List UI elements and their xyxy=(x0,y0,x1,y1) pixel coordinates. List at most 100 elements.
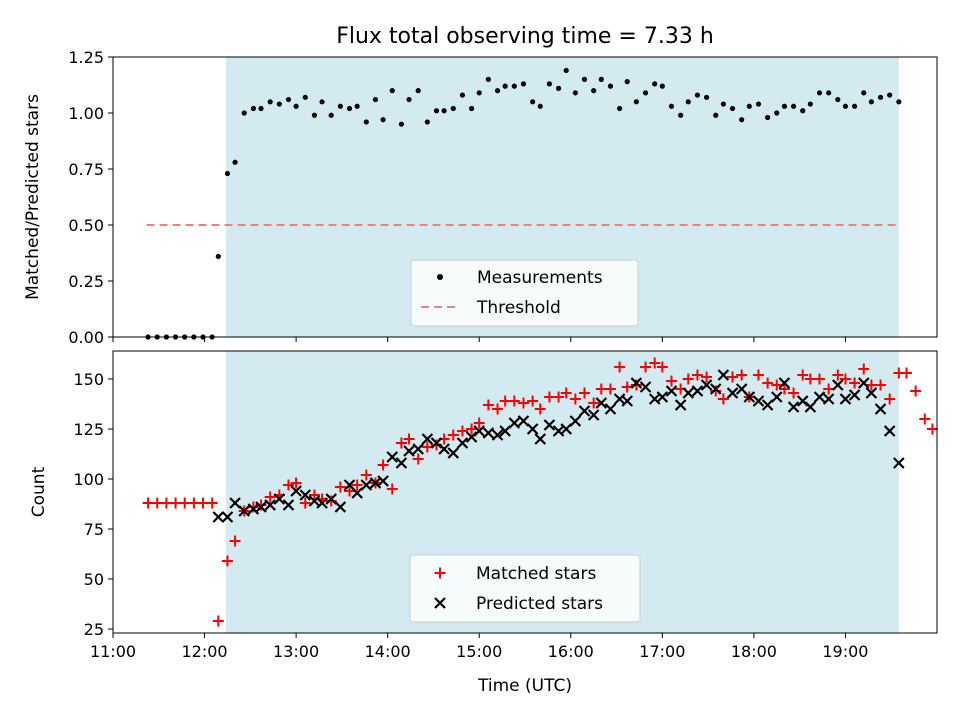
predicted-star-point xyxy=(822,393,835,405)
legend-measurements-label: Measurements xyxy=(477,268,603,288)
predicted-star-point xyxy=(700,379,713,391)
predicted-star-point xyxy=(709,383,722,395)
measurement-point xyxy=(389,88,395,94)
predicted-star-point xyxy=(325,493,337,505)
matched-star-point xyxy=(665,375,677,387)
measurement-point xyxy=(398,121,404,127)
predicted-star-point xyxy=(360,479,373,491)
matched-star-point xyxy=(412,453,424,465)
matched-star-point xyxy=(630,379,642,391)
measurement-point xyxy=(215,253,221,259)
measurement-point xyxy=(755,101,762,107)
matched-star-point xyxy=(308,489,320,501)
measurement-point xyxy=(668,103,675,109)
measurement-point xyxy=(258,105,264,112)
x-tick-label: 13:00 xyxy=(273,642,319,661)
matched-star-point xyxy=(299,497,311,509)
predicted-star-point xyxy=(351,487,363,499)
matched-star-point xyxy=(736,369,748,381)
measurement-point xyxy=(241,110,247,116)
predicted-star-point xyxy=(874,403,887,415)
measurement-point xyxy=(816,90,823,96)
predicted-star-point xyxy=(595,397,608,409)
matched-star-point xyxy=(377,459,389,471)
predicted-star-point xyxy=(717,369,730,381)
predicted-star-point xyxy=(491,429,504,441)
legend-matched-marker xyxy=(434,567,446,579)
matched-star-point xyxy=(221,555,233,567)
matched-star-point xyxy=(403,433,415,445)
measurement-point xyxy=(502,83,508,89)
measurement-point xyxy=(406,96,412,103)
predicted-star-point xyxy=(264,499,276,511)
bottom-legend-box xyxy=(409,554,641,623)
measurement-point xyxy=(372,96,379,103)
top-y-axis-label: Matched/Predicted stars xyxy=(23,94,43,300)
predicted-star-point xyxy=(282,499,295,511)
matched-star-point xyxy=(717,393,729,405)
x-tick-label: 16:00 xyxy=(548,642,594,661)
measurement-point xyxy=(555,85,562,91)
predicted-star-point xyxy=(482,427,495,439)
measurement-point xyxy=(729,105,736,112)
measurement-point xyxy=(807,101,813,107)
matched-star-point xyxy=(919,413,931,425)
matched-star-point xyxy=(788,387,800,399)
bottom-y-axis-label: Count xyxy=(29,466,49,517)
matched-star-point xyxy=(517,397,529,409)
matched-star-point xyxy=(778,383,790,395)
measurement-point xyxy=(781,103,788,109)
measurement-point xyxy=(293,103,299,109)
measurement-point xyxy=(720,101,726,107)
matched-star-point xyxy=(534,403,546,415)
measurement-point xyxy=(250,105,256,112)
matched-star-point xyxy=(762,377,774,389)
legend-predicted-label: Predicted stars xyxy=(476,594,603,614)
measurement-point xyxy=(563,67,569,74)
matched-star-point xyxy=(569,393,581,405)
measurement-point xyxy=(415,88,421,94)
predicted-star-point xyxy=(604,403,617,415)
measurement-point xyxy=(800,108,806,114)
measurement-point xyxy=(685,99,691,105)
top-legend: Measurements Threshold xyxy=(410,259,639,327)
measurement-point xyxy=(624,79,630,85)
predicted-star-point xyxy=(412,443,424,455)
matched-star-point xyxy=(395,437,407,449)
predicted-star-point xyxy=(804,401,817,413)
measurement-point xyxy=(380,117,386,123)
bottom-y-tick-label: 25 xyxy=(84,620,104,639)
matched-star-point xyxy=(334,481,346,493)
matched-star-point xyxy=(691,369,703,381)
measurement-point xyxy=(842,103,849,109)
x-tick-label: 17:00 xyxy=(639,642,685,661)
measurement-point xyxy=(476,90,482,96)
predicted-star-point xyxy=(395,457,408,469)
matched-star-point xyxy=(900,367,912,379)
measurement-point xyxy=(232,159,238,165)
top-axes-frame xyxy=(112,56,938,338)
bottom-y-tick-label: 50 xyxy=(84,570,104,589)
matched-star-point xyxy=(588,397,600,409)
matched-star-point xyxy=(849,377,861,389)
predicted-star-point xyxy=(560,423,572,435)
predicted-star-point xyxy=(865,387,878,399)
measurement-point xyxy=(713,112,719,118)
matched-star-point xyxy=(466,423,478,435)
matched-star-point xyxy=(797,369,809,381)
predicted-star-point xyxy=(682,387,695,399)
matched-star-point xyxy=(875,379,887,391)
measurement-point xyxy=(276,101,282,107)
x-tick-label: 15:00 xyxy=(456,642,502,661)
predicted-star-point xyxy=(796,395,809,407)
measurement-point xyxy=(617,105,623,112)
measurement-point xyxy=(424,119,430,125)
predicted-star-point xyxy=(316,497,328,509)
predicted-star-point xyxy=(377,475,389,487)
matched-star-point xyxy=(386,483,398,495)
measurement-point xyxy=(433,108,440,114)
predicted-star-point xyxy=(447,447,460,459)
predicted-star-point xyxy=(832,379,844,391)
predicted-star-point xyxy=(543,419,556,431)
